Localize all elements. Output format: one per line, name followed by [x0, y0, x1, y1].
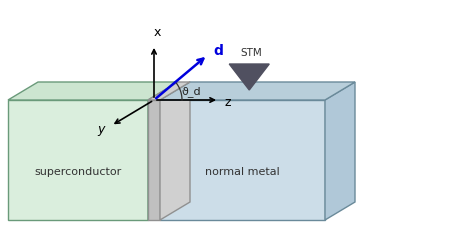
Text: STM: STM — [240, 48, 262, 58]
Polygon shape — [8, 82, 178, 100]
Polygon shape — [8, 100, 148, 220]
Text: ϑ_d: ϑ_d — [182, 86, 201, 97]
Text: z: z — [225, 96, 231, 109]
Polygon shape — [160, 82, 190, 220]
Polygon shape — [160, 100, 325, 220]
Text: d: d — [214, 44, 224, 58]
Polygon shape — [148, 82, 190, 100]
Polygon shape — [229, 64, 269, 90]
Text: superconductor: superconductor — [35, 167, 122, 177]
Text: normal metal: normal metal — [205, 167, 280, 177]
Text: y: y — [98, 123, 105, 136]
Polygon shape — [325, 82, 355, 220]
Polygon shape — [148, 100, 160, 220]
Polygon shape — [148, 82, 178, 220]
Polygon shape — [160, 82, 355, 100]
Text: x: x — [153, 26, 161, 39]
